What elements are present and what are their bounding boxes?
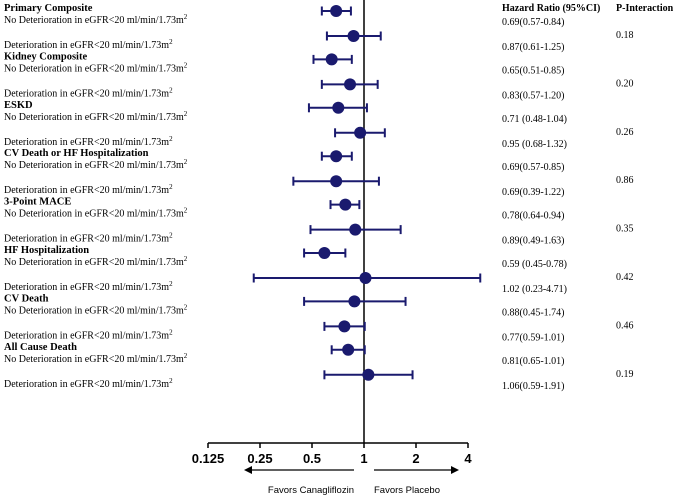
p-interaction-value: 0.35	[616, 224, 634, 235]
group-title: 3-Point MACE	[4, 197, 71, 208]
row-label: Deterioration in eGFR<20 ml/min/1.73m2	[4, 135, 173, 148]
p-interaction-value: 0.42	[616, 272, 634, 283]
hazard-ratio-value: 0.78(0.64-0.94)	[502, 211, 565, 222]
hazard-ratio-value: 0.89(0.49-1.63)	[502, 236, 565, 247]
x-tick-label: 0.5	[303, 451, 321, 466]
group-title: Primary Composite	[4, 3, 93, 14]
point-estimate	[359, 272, 372, 284]
group-title: CV Death	[4, 293, 49, 304]
x-tick-label: 0.125	[192, 451, 225, 466]
row-label: No Deterioration in eGFR<20 ml/min/1.73m…	[4, 303, 188, 316]
p-interaction-value: 0.20	[616, 78, 634, 89]
hazard-ratio-value: 1.02 (0.23-4.71)	[502, 284, 567, 295]
hazard-ratio-value: 1.06(0.59-1.91)	[502, 381, 565, 392]
row-label: No Deterioration in eGFR<20 ml/min/1.73m…	[4, 110, 188, 123]
hazard-ratio-value: 0.69(0.39-1.22)	[502, 187, 565, 198]
group-title: Kidney Composite	[4, 51, 87, 62]
hazard-ratio-value: 0.83(0.57-1.20)	[502, 90, 565, 101]
row-label: No Deterioration in eGFR<20 ml/min/1.73m…	[4, 352, 188, 365]
hazard-ratio-value: 0.95 (0.68-1.32)	[502, 139, 567, 150]
point-estimate	[318, 247, 331, 259]
row-label: Deterioration in eGFR<20 ml/min/1.73m2	[4, 328, 173, 341]
point-estimate	[330, 5, 343, 17]
hazard-ratio-value: 0.81(0.65-1.01)	[502, 356, 565, 367]
point-estimate	[332, 101, 345, 114]
p-interaction-value: 0.18	[616, 30, 634, 41]
hazard-ratio-header: Hazard Ratio (95%CI)	[502, 3, 600, 14]
row-label: Deterioration in eGFR<20 ml/min/1.73m2	[4, 38, 173, 51]
hazard-ratio-value: 0.77(0.59-1.01)	[502, 332, 565, 343]
point-estimate	[338, 320, 351, 333]
row-label: Deterioration in eGFR<20 ml/min/1.73m2	[4, 232, 173, 245]
favors-right-arrowhead	[451, 466, 459, 474]
point-estimate	[349, 223, 362, 236]
x-tick-label: 1	[360, 451, 367, 466]
favors-left-arrowhead	[244, 466, 252, 474]
p-interaction-header: P-Interaction	[616, 3, 674, 14]
group-title: All Cause Death	[4, 342, 77, 353]
point-estimate	[354, 126, 367, 139]
group-title: HF Hospitalization	[4, 245, 89, 256]
point-estimate	[330, 150, 343, 163]
group-title: ESKD	[4, 100, 33, 111]
hazard-ratio-value: 0.88(0.45-1.74)	[502, 307, 565, 318]
point-estimate	[330, 175, 343, 188]
point-estimate	[344, 78, 357, 91]
row-label: No Deterioration in eGFR<20 ml/min/1.73m…	[4, 61, 188, 74]
group-title: CV Death or HF Hospitalization	[4, 148, 149, 159]
hazard-ratio-value: 0.65(0.51-0.85)	[502, 65, 565, 76]
row-label: Deterioration in eGFR<20 ml/min/1.73m2	[4, 280, 173, 293]
hazard-ratio-value: 0.59 (0.45-0.78)	[502, 259, 567, 270]
hazard-ratio-value: 0.69(0.57-0.84)	[502, 17, 565, 28]
row-label: No Deterioration in eGFR<20 ml/min/1.73m…	[4, 158, 188, 171]
p-interaction-value: 0.26	[616, 127, 634, 138]
point-estimate	[325, 53, 338, 66]
hazard-ratio-value: 0.71 (0.48-1.04)	[502, 114, 567, 125]
p-interaction-value: 0.46	[616, 320, 634, 331]
hazard-ratio-value: 0.87(0.61-1.25)	[502, 42, 565, 53]
p-interaction-value: 0.86	[616, 175, 634, 186]
row-label: Deterioration in eGFR<20 ml/min/1.73m2	[4, 183, 173, 196]
row-label: Deterioration in eGFR<20 ml/min/1.73m2	[4, 86, 173, 99]
favors-left-label: Favors Canagliflozin	[268, 485, 354, 496]
x-tick-label: 4	[464, 451, 472, 466]
point-estimate	[339, 198, 352, 211]
p-interaction-value: 0.19	[616, 369, 634, 380]
row-label: No Deterioration in eGFR<20 ml/min/1.73m…	[4, 255, 188, 268]
point-estimate	[342, 343, 355, 356]
favors-right-label: Favors Placebo	[374, 485, 440, 496]
x-tick-label: 2	[412, 451, 419, 466]
point-estimate	[347, 30, 360, 42]
hazard-ratio-value: 0.69(0.57-0.85)	[502, 162, 565, 173]
row-label: Deterioration in eGFR<20 ml/min/1.73m2	[4, 377, 173, 390]
row-label: No Deterioration in eGFR<20 ml/min/1.73m…	[4, 13, 188, 26]
point-estimate	[348, 295, 361, 308]
point-estimate	[362, 368, 375, 381]
x-tick-label: 0.25	[247, 451, 272, 466]
row-label: No Deterioration in eGFR<20 ml/min/1.73m…	[4, 207, 188, 220]
